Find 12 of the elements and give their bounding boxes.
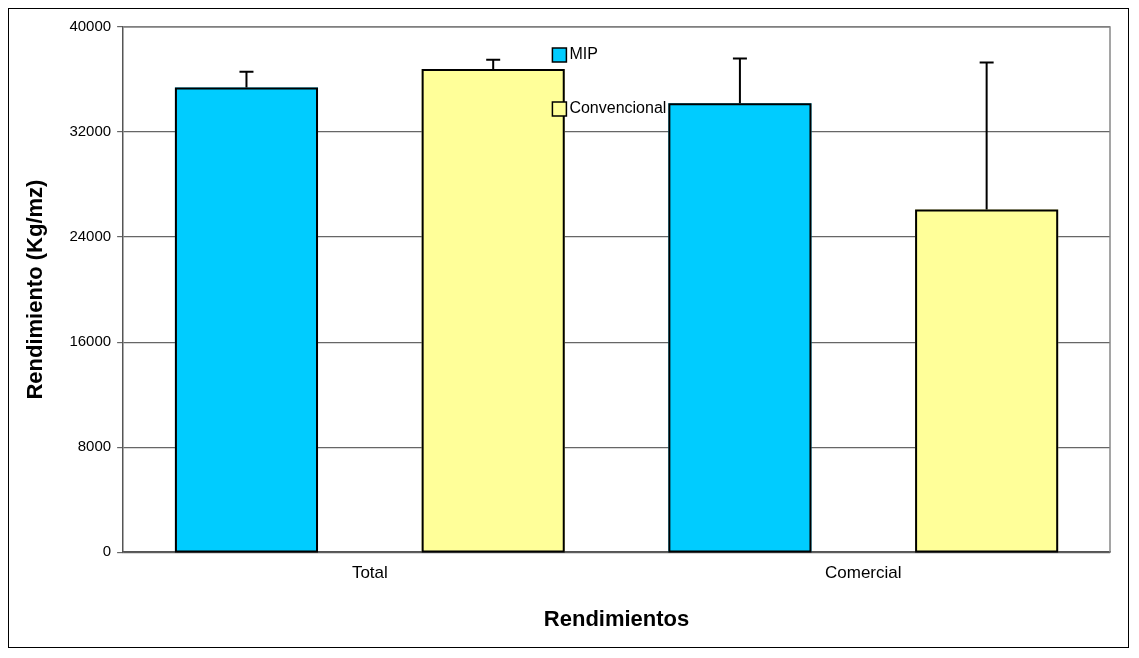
legend-label: Convencional — [569, 99, 667, 117]
y-tick-label: 8000 — [77, 437, 112, 455]
x-axis-title: Rendimientos — [543, 605, 690, 631]
y-tick-label: 32000 — [69, 122, 112, 140]
y-tick-label: 40000 — [69, 17, 112, 35]
legend-label: MIP — [569, 45, 598, 63]
y-tick-label: 16000 — [69, 332, 112, 350]
x-tick-label: Total — [351, 563, 388, 583]
x-tick-label: Comercial — [825, 563, 902, 583]
y-tick-label: 0 — [102, 542, 112, 560]
y-tick-label: 24000 — [69, 227, 112, 245]
y-axis-title: Rendimiento (Kg/mz) — [22, 179, 48, 400]
